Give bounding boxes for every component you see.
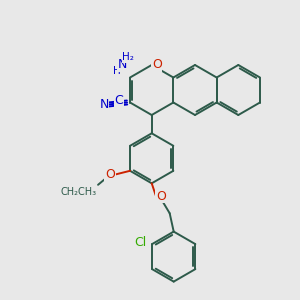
Text: C: C bbox=[115, 94, 123, 107]
Text: O: O bbox=[105, 168, 115, 181]
Text: N: N bbox=[117, 58, 127, 71]
Text: O: O bbox=[156, 190, 166, 203]
Text: CH₂CH₃: CH₂CH₃ bbox=[61, 187, 97, 197]
Text: H: H bbox=[113, 67, 121, 76]
Text: O: O bbox=[152, 58, 162, 71]
Text: Cl: Cl bbox=[134, 236, 146, 249]
Text: H₂: H₂ bbox=[122, 52, 134, 62]
Text: N: N bbox=[99, 98, 109, 111]
